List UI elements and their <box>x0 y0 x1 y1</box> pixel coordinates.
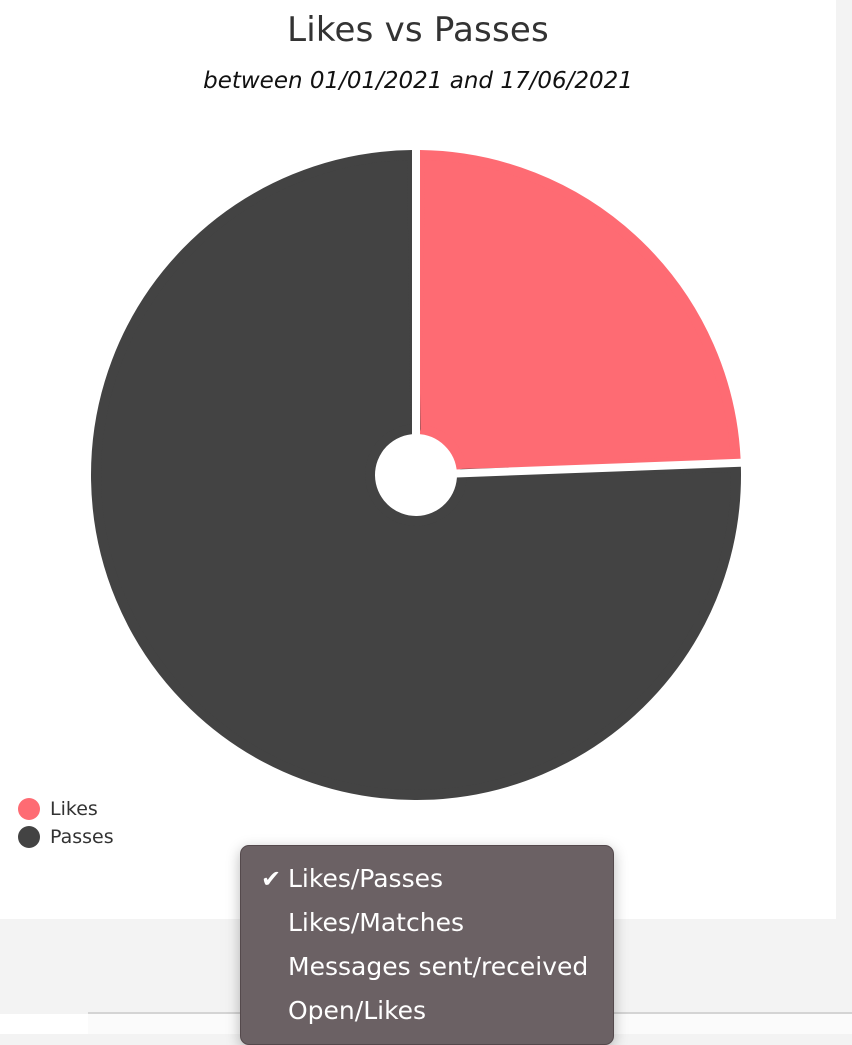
donut-hole <box>376 435 456 515</box>
pie-slice-passes[interactable] <box>91 150 741 800</box>
legend-swatch-likes <box>18 798 40 820</box>
option-label: Likes/Passes <box>288 864 444 893</box>
chart-subtitle: between 01/01/2021 and 17/06/2021 <box>203 68 633 94</box>
chart-selector-option-messages[interactable]: Messages sent/received <box>241 945 613 989</box>
chart-title: Likes vs Passes <box>287 10 549 50</box>
chart-legend: Likes Passes <box>18 795 114 851</box>
chart-selector-option-open-likes[interactable]: Open/Likes <box>241 989 613 1033</box>
chart-selector-option-likes-passes[interactable]: ✔ Likes/Passes <box>241 857 613 901</box>
pie-chart <box>91 150 748 800</box>
slice-separator <box>451 458 748 478</box>
checkmark-icon: ✔ <box>260 865 282 893</box>
chart-selector-menu[interactable]: ✔ Likes/Passes Likes/Matches Messages se… <box>240 845 614 1045</box>
chart-selector-option-likes-matches[interactable]: Likes/Matches <box>241 901 613 945</box>
option-label: Messages sent/received <box>288 952 589 981</box>
chart-card: Likes vs Passes between 01/01/2021 and 1… <box>0 0 836 919</box>
page-gutter <box>836 0 852 919</box>
pie-slice-likes[interactable] <box>411 150 741 478</box>
legend-item-likes[interactable]: Likes <box>18 795 114 823</box>
legend-label-likes: Likes <box>50 798 98 820</box>
legend-item-passes[interactable]: Passes <box>18 823 114 851</box>
option-label: Open/Likes <box>288 996 427 1025</box>
legend-swatch-passes <box>18 826 40 848</box>
footer-left-block <box>0 1014 88 1034</box>
legend-label-passes: Passes <box>50 826 114 848</box>
option-label: Likes/Matches <box>288 908 464 937</box>
